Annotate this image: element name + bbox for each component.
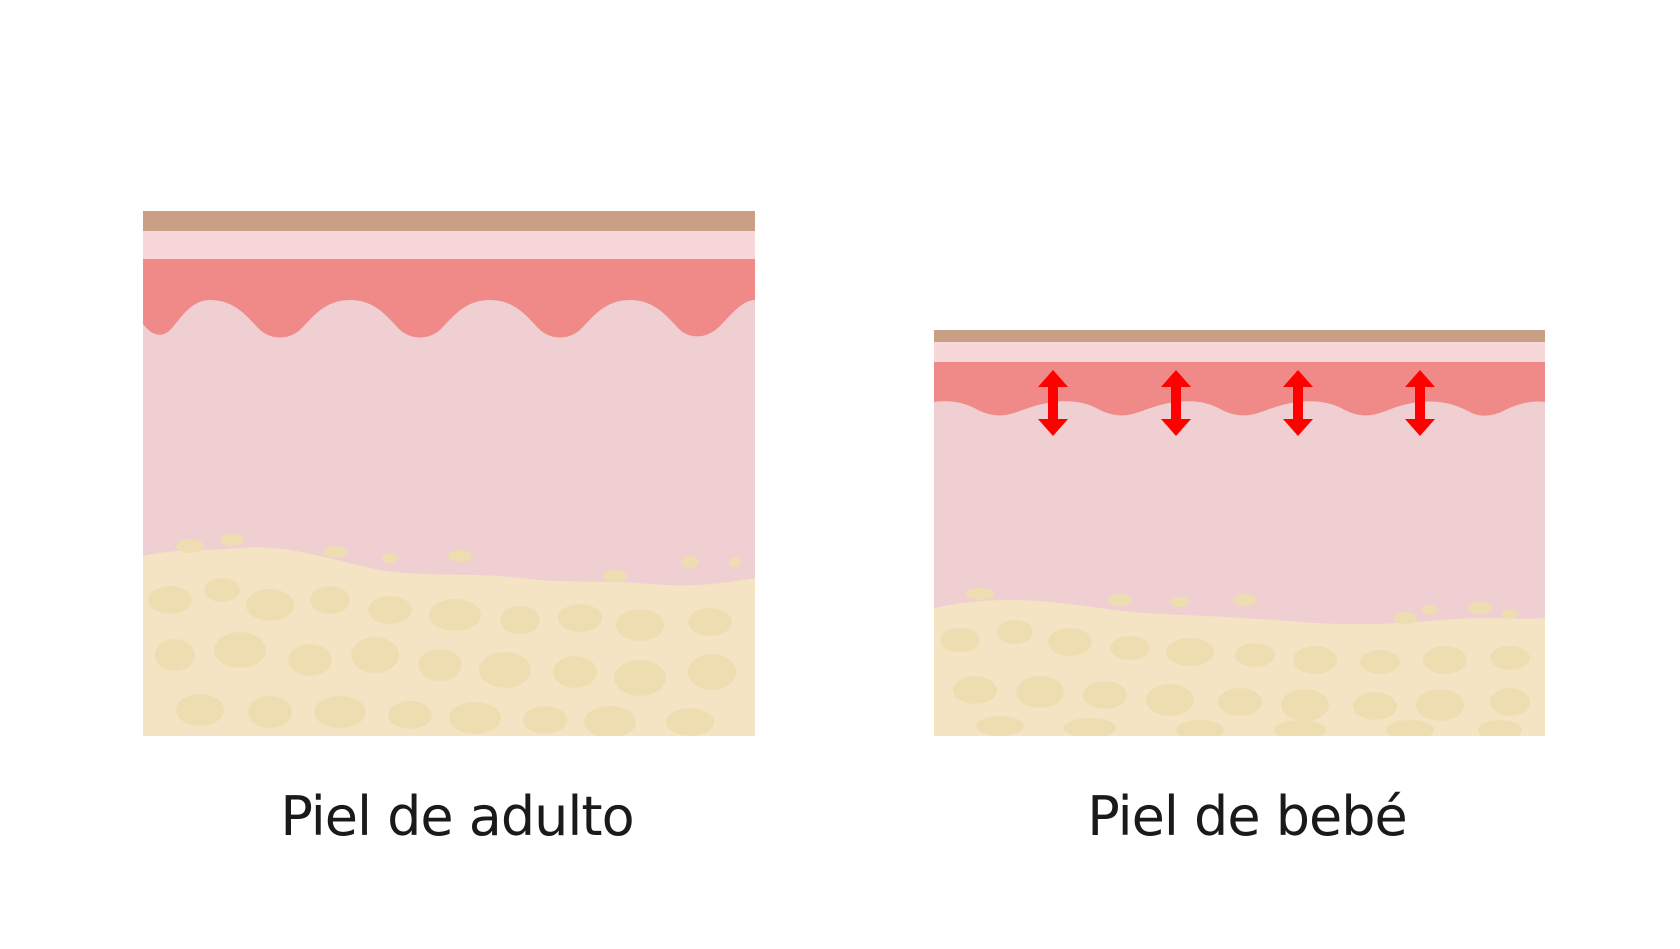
- adult-epidermis-basal-wavy-layer: [143, 259, 755, 338]
- baby-epidermis-basal-wavy-layer: [934, 362, 1545, 416]
- red-double-arrow-icon: [1161, 370, 1191, 436]
- baby-skin-diagram: [934, 330, 1545, 736]
- baby-epidermis-light-layer: [934, 342, 1545, 362]
- adult-epidermis-light-layer: [143, 231, 755, 259]
- adult-subcutaneous-fat: [143, 547, 755, 736]
- red-double-arrow-icon: [1038, 370, 1068, 436]
- baby-fat-cells: [940, 588, 1530, 736]
- adult-stratum-corneum: [143, 211, 755, 231]
- adult-skin-caption: Piel de adulto: [280, 785, 634, 848]
- red-double-arrow-icon: [1405, 370, 1435, 436]
- adult-fat-cells: [148, 534, 741, 736]
- adult-skin-diagram: [143, 211, 755, 736]
- baby-stratum-corneum: [934, 330, 1545, 342]
- baby-skin-caption: Piel de bebé: [1087, 785, 1407, 848]
- red-double-arrow-icon: [1283, 370, 1313, 436]
- baby-thickness-arrows: [1038, 370, 1435, 436]
